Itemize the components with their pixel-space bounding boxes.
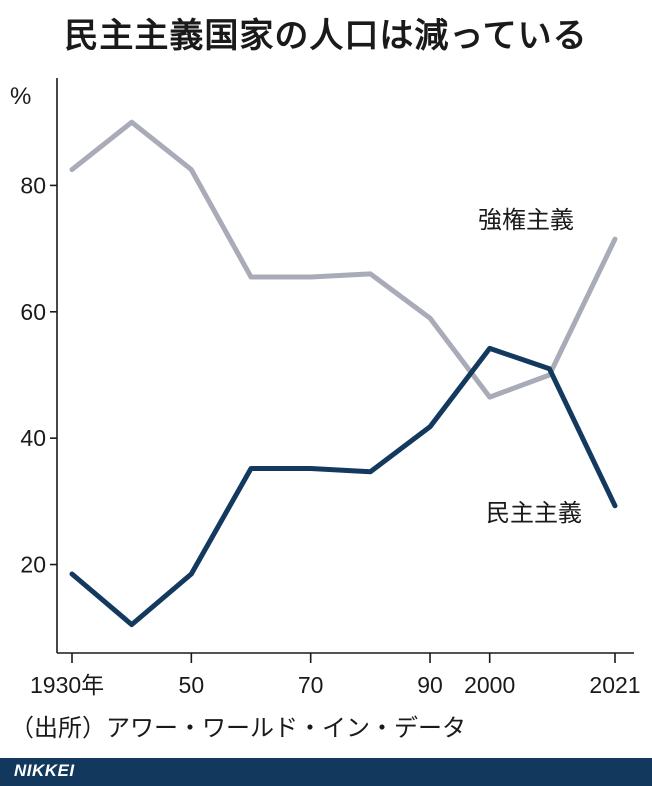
y-tick-label: 40 xyxy=(20,425,46,451)
brand-logo: NIKKEI xyxy=(14,761,75,780)
x-tick-label: 90 xyxy=(417,672,443,698)
footer-bar: NIKKEI xyxy=(0,758,652,786)
y-tick-label: 80 xyxy=(20,172,46,198)
series-lines xyxy=(69,119,618,628)
series-label-authoritarian: 強権主義 xyxy=(478,206,574,234)
x-tick-label: 50 xyxy=(179,672,205,698)
series-line-democracy xyxy=(69,345,618,628)
y-tick-label: 20 xyxy=(20,552,46,578)
x-axis-ticks: 1930年 50 70 90 2000 2021 xyxy=(30,653,641,698)
series-line-authoritarian xyxy=(69,119,618,400)
y-tick-label: 60 xyxy=(20,299,46,325)
x-tick-label: 2000 xyxy=(464,672,515,698)
x-tick-label: 2021 xyxy=(589,672,640,698)
y-axis-ticks: 20 40 60 80 xyxy=(20,172,57,578)
series-label-democracy: 民主主義 xyxy=(486,499,582,527)
line-chart: % 20 40 60 80 1930年 50 70 90 2000 2021 強権主義 民主主義 xyxy=(10,78,641,698)
x-tick-label: 1930年 xyxy=(30,672,104,698)
source-note: （出所）アワー・ワールド・イン・データ xyxy=(10,714,466,742)
y-axis-unit-label: % xyxy=(10,83,31,110)
x-tick-label: 70 xyxy=(298,672,324,698)
chart-title: 民主主義国家の人口は減っている xyxy=(64,16,588,56)
